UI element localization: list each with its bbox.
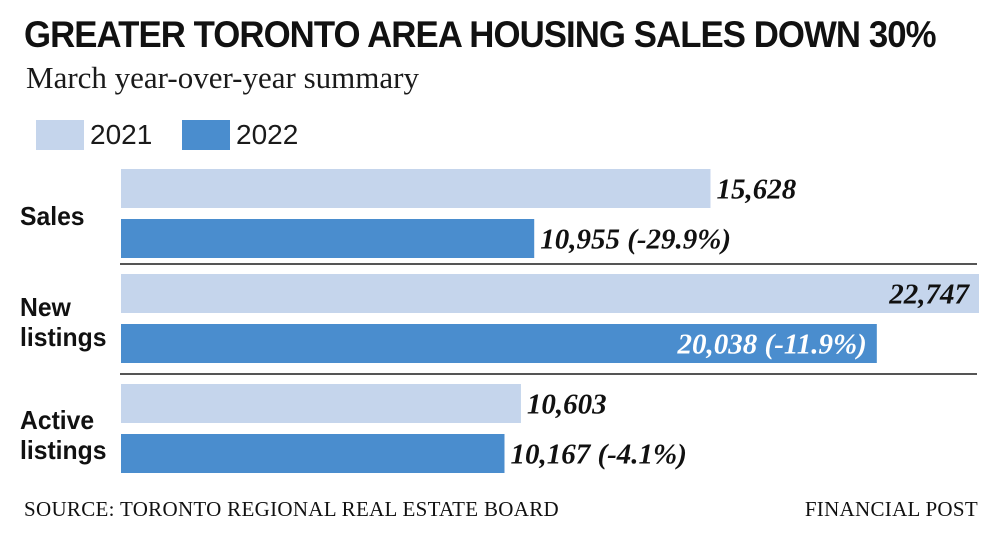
category-label-sales: Sales <box>20 201 85 231</box>
data-label-new-listings-2021: 22,747 <box>888 279 970 311</box>
category-label-line: listings <box>20 322 107 352</box>
bar-active-listings-2021 <box>121 384 521 423</box>
data-label-new-listings-2022: 20,038 (-11.9%) <box>677 329 867 361</box>
category-label-line: listings <box>20 435 107 465</box>
bar-sales-2022 <box>121 219 535 258</box>
category-label-line: Sales <box>20 201 85 231</box>
category-divider <box>120 263 977 265</box>
chart-subtitle: March year-over-year summary <box>26 60 419 95</box>
data-label-sales-2021: 15,628 <box>716 174 796 206</box>
legend-item-2021: 2021 <box>36 119 153 150</box>
category-label-active-listings: Active listings <box>20 405 106 465</box>
category-label-new-listings: New listings <box>20 292 106 352</box>
bar-new-listings-2022 <box>121 324 877 363</box>
category-label-line: New <box>20 292 71 322</box>
data-label-active-listings-2021: 10,603 <box>527 389 607 421</box>
data-label-active-listings-2022: 10,167 (-4.1%) <box>510 439 686 471</box>
source-note: SOURCE: TORONTO REGIONAL REAL ESTATE BOA… <box>24 497 559 521</box>
legend-swatch-2022 <box>182 120 230 150</box>
legend-item-2022: 2022 <box>182 119 299 150</box>
bar-new-listings-2021 <box>121 274 979 313</box>
legend-swatch-2021 <box>36 120 84 150</box>
chart-title: GREATER TORONTO AREA HOUSING SALES DOWN … <box>24 14 937 55</box>
category-label-line: Active <box>20 405 95 435</box>
data-label-sales-2022: 10,955 (-29.9%) <box>540 224 731 256</box>
bar-sales-2021 <box>121 169 711 208</box>
legend-label-2022: 2022 <box>236 119 299 150</box>
category-divider <box>120 373 977 375</box>
publisher-credit: FINANCIAL POST <box>804 497 978 521</box>
legend-label-2021: 2021 <box>90 119 153 150</box>
bar-active-listings-2022 <box>121 434 505 473</box>
